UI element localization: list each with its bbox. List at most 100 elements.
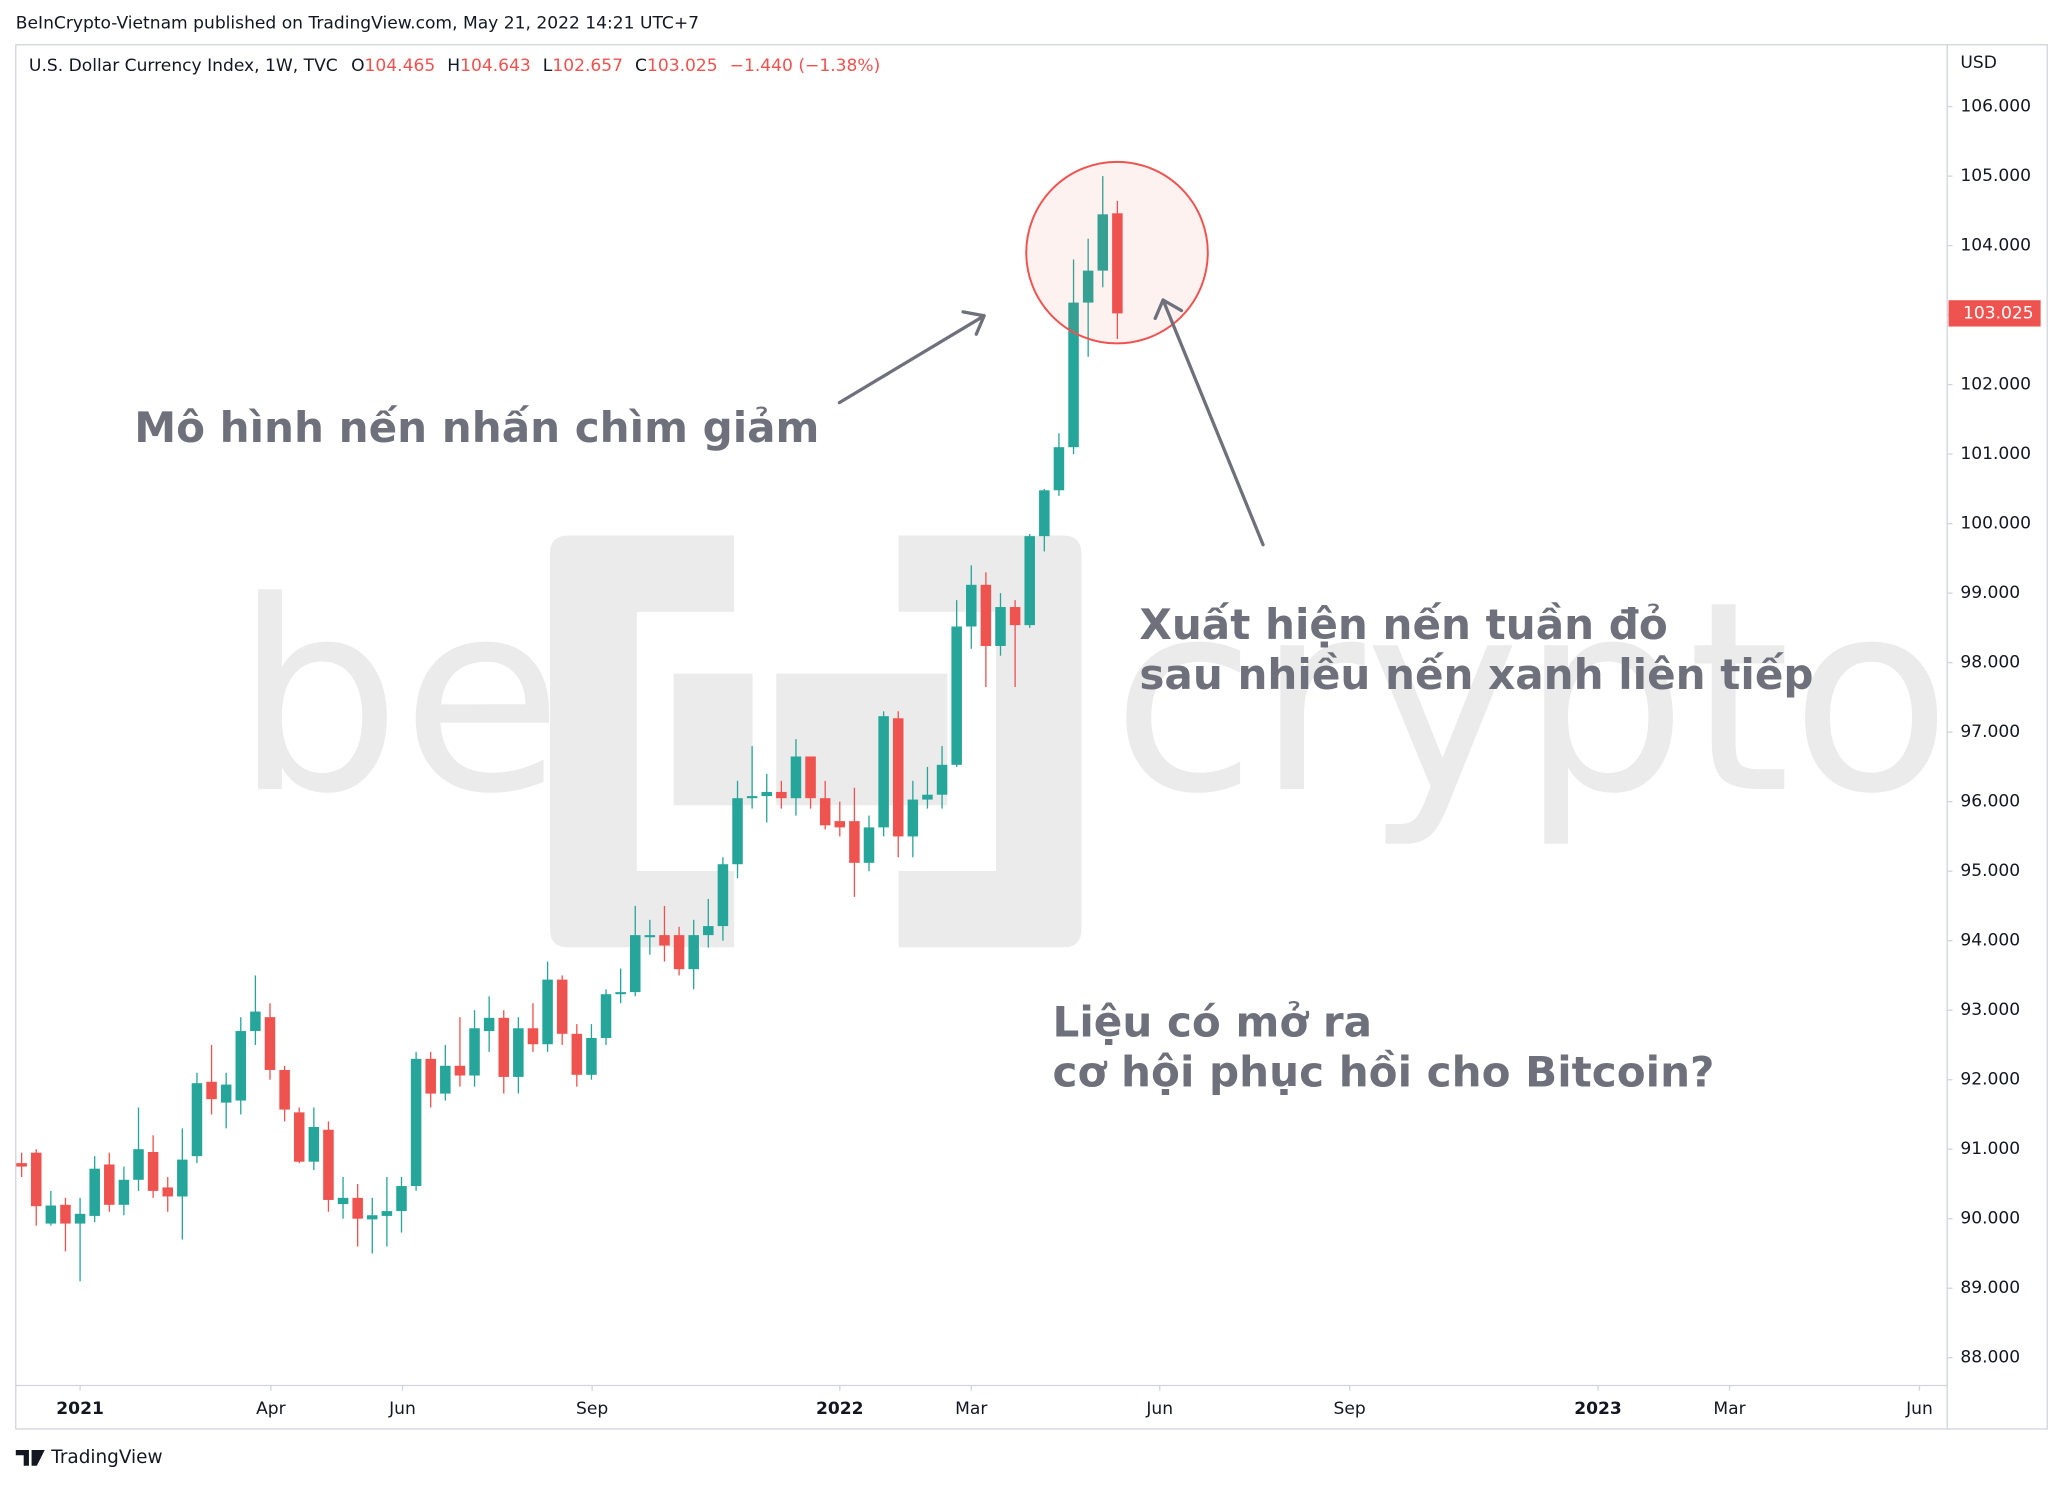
candle-body (74, 1213, 86, 1224)
ohlc-value: 102.657 (552, 56, 623, 76)
candles (16, 176, 1123, 1282)
candle-body (177, 1159, 188, 1197)
y-tick-label: 92.000 (1960, 1070, 2020, 1090)
y-tick-label: 101.000 (1960, 444, 2031, 464)
candle-body (410, 1058, 422, 1187)
y-tick-label: 96.000 (1960, 792, 2020, 812)
currency: USD (1960, 53, 1997, 73)
watermark-bracket (549, 535, 735, 948)
change: −1.440 (−1.38%) (730, 56, 881, 76)
candle-body (381, 1211, 393, 1216)
candle-body (454, 1065, 466, 1076)
candle-body (250, 1011, 261, 1032)
annotation: Mô hình nến nhấn chìm giảm (134, 403, 819, 452)
candle-body (717, 864, 729, 927)
highlight-circle (1025, 160, 1209, 345)
arrow (1153, 298, 1265, 547)
candle-body (1009, 607, 1021, 626)
footer: TradingView (15, 1447, 163, 1468)
candle-body (45, 1205, 57, 1224)
x-tick-label: 2021 (56, 1399, 104, 1419)
candle-body (907, 799, 919, 837)
candle-body (834, 821, 846, 828)
candle-body (264, 1017, 276, 1070)
candle-body (586, 1037, 597, 1075)
annotation: cơ hội phục hồi cho Bitcoin? (1053, 1047, 1715, 1096)
candle-body (1024, 536, 1035, 626)
annotation: sau nhiều nến xanh liên tiếp (1139, 650, 1813, 699)
ohlc-label: L (543, 56, 553, 76)
candle-body (849, 821, 860, 863)
x-tick-label: Jun (1905, 1399, 1933, 1419)
ohlc-value: 103.025 (647, 56, 718, 76)
candle-body (542, 979, 553, 1045)
ohlc-label: O (351, 56, 364, 76)
candle-body (527, 1028, 539, 1045)
candle-body (498, 1017, 510, 1077)
candle-body (629, 935, 641, 993)
candle-body (104, 1164, 115, 1205)
candle-body (863, 827, 875, 863)
arrow (837, 310, 986, 405)
candle-body (396, 1186, 407, 1212)
candle-body (936, 764, 948, 795)
candle-body (352, 1197, 363, 1219)
tv-logo (15, 1450, 45, 1466)
ohlc-value: 104.643 (460, 56, 531, 76)
candle-body (571, 1033, 583, 1075)
candle-body (60, 1204, 71, 1224)
candle-body (980, 584, 992, 646)
y-tick-label: 89.000 (1960, 1278, 2020, 1298)
arrows (837, 298, 1265, 547)
candle-body (440, 1065, 451, 1094)
y-tick-label: 102.000 (1960, 375, 2031, 395)
candle-body (1039, 490, 1050, 537)
candle-body (191, 1083, 203, 1157)
y-tick-label: 106.000 (1960, 97, 2031, 117)
candle-body (206, 1081, 217, 1100)
candle-body (513, 1028, 524, 1077)
y-tick-label: 105.000 (1960, 166, 2031, 186)
candle-body (337, 1197, 349, 1205)
candle-body (732, 798, 743, 865)
candle-body (323, 1129, 334, 1200)
candle-body (615, 992, 626, 995)
x-tick-label: Sep (576, 1399, 608, 1419)
frame (15, 44, 2048, 1430)
candle-body (951, 626, 962, 765)
candle-body (118, 1179, 130, 1205)
candle-body (805, 756, 816, 799)
y-tick-label: 94.000 (1960, 931, 2020, 951)
y-tick-label: 88.000 (1960, 1348, 2020, 1368)
candle-body (89, 1168, 100, 1216)
candle-body (1053, 447, 1065, 491)
candle-body (673, 935, 685, 970)
candle-body (556, 979, 568, 1034)
x-tick-label: 2022 (816, 1399, 864, 1419)
y-tick-label: 90.000 (1960, 1209, 2020, 1229)
annotation: Xuất hiện nến tuần đỏ (1139, 600, 1667, 649)
x-tick-label: Jun (1145, 1399, 1173, 1419)
candle-body (367, 1215, 378, 1220)
candle-body (483, 1017, 495, 1032)
watermark-glyph (776, 673, 948, 806)
y-tick-label: 91.000 (1960, 1139, 2020, 1159)
x-tick-label: Mar (1713, 1399, 1746, 1419)
x-tick-label: Apr (256, 1399, 287, 1419)
candle-body (1097, 214, 1109, 271)
candle-body (235, 1031, 247, 1101)
y-tick-label: 100.000 (1960, 514, 2031, 534)
y-tick-label: 97.000 (1960, 722, 2020, 742)
candle-body (819, 798, 831, 826)
watermark-text: crypto (1112, 546, 1952, 852)
candle-body (147, 1151, 159, 1191)
annotation: Liệu có mở ra (1053, 997, 1373, 1046)
candle-body (220, 1084, 232, 1103)
candle-body (761, 791, 773, 797)
publisher: BeInCrypto-Vietnam published on TradingV… (16, 14, 699, 34)
watermark: be crypto (234, 535, 1952, 948)
candle-body (746, 796, 758, 799)
candle-body (688, 935, 699, 970)
